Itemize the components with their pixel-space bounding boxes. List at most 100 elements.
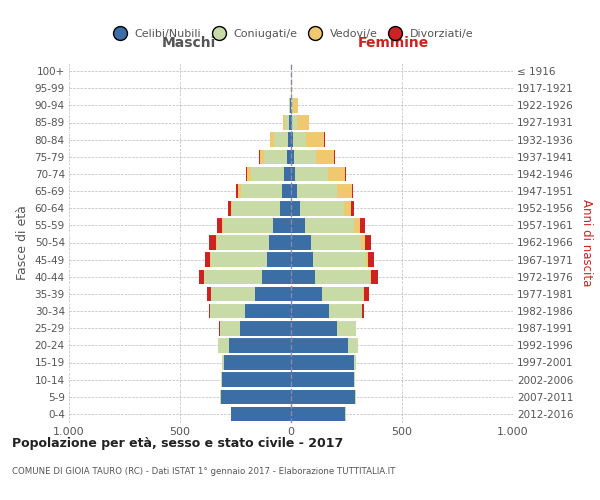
- Bar: [222, 218, 223, 232]
- Bar: [246, 166, 247, 181]
- Bar: [222, 355, 224, 370]
- Bar: [344, 201, 352, 216]
- Bar: [295, 166, 328, 181]
- Bar: [209, 304, 210, 318]
- Bar: [291, 252, 313, 267]
- Bar: [232, 201, 280, 216]
- Bar: [280, 201, 291, 216]
- Bar: [223, 218, 273, 232]
- Bar: [206, 286, 211, 301]
- Bar: [368, 252, 374, 267]
- Legend: Celibi/Nubili, Coniugati/e, Vedovi/e, Divorziati/e: Celibi/Nubili, Coniugati/e, Vedovi/e, Di…: [104, 25, 478, 44]
- Bar: [365, 235, 371, 250]
- Bar: [220, 390, 221, 404]
- Bar: [306, 132, 325, 147]
- Bar: [266, 252, 291, 267]
- Bar: [291, 218, 305, 232]
- Bar: [297, 115, 308, 130]
- Bar: [236, 184, 238, 198]
- Bar: [322, 286, 364, 301]
- Bar: [291, 406, 346, 421]
- Bar: [316, 150, 334, 164]
- Bar: [273, 218, 291, 232]
- Bar: [362, 304, 364, 318]
- Bar: [348, 338, 358, 352]
- Bar: [365, 252, 368, 267]
- Bar: [305, 218, 354, 232]
- Text: Femmine: Femmine: [358, 36, 429, 50]
- Bar: [231, 406, 291, 421]
- Bar: [293, 132, 306, 147]
- Bar: [283, 115, 285, 130]
- Bar: [291, 321, 337, 336]
- Bar: [289, 115, 291, 130]
- Bar: [328, 166, 345, 181]
- Bar: [241, 184, 282, 198]
- Bar: [205, 252, 210, 267]
- Bar: [238, 184, 241, 198]
- Bar: [291, 304, 329, 318]
- Bar: [291, 270, 315, 284]
- Bar: [210, 252, 211, 267]
- Bar: [293, 98, 298, 112]
- Bar: [337, 184, 352, 198]
- Bar: [290, 98, 291, 112]
- Bar: [209, 235, 215, 250]
- Bar: [364, 286, 370, 301]
- Bar: [291, 166, 295, 181]
- Bar: [287, 150, 291, 164]
- Bar: [292, 115, 297, 130]
- Bar: [354, 372, 355, 387]
- Bar: [229, 338, 291, 352]
- Bar: [301, 201, 344, 216]
- Bar: [256, 286, 291, 301]
- Text: Popolazione per età, sesso e stato civile - 2017: Popolazione per età, sesso e stato civil…: [12, 438, 343, 450]
- Bar: [262, 270, 291, 284]
- Bar: [352, 201, 353, 216]
- Bar: [251, 166, 284, 181]
- Bar: [227, 201, 231, 216]
- Bar: [297, 184, 337, 198]
- Bar: [289, 98, 290, 112]
- Bar: [291, 390, 355, 404]
- Bar: [222, 372, 291, 387]
- Bar: [221, 390, 291, 404]
- Bar: [291, 201, 301, 216]
- Bar: [334, 150, 335, 164]
- Bar: [291, 286, 322, 301]
- Bar: [291, 150, 293, 164]
- Bar: [211, 252, 266, 267]
- Bar: [370, 270, 371, 284]
- Bar: [284, 166, 291, 181]
- Bar: [270, 132, 274, 147]
- Bar: [217, 235, 269, 250]
- Text: COMUNE DI GIOIA TAURO (RC) - Dati ISTAT 1° gennaio 2017 - Elaborazione TUTTITALI: COMUNE DI GIOIA TAURO (RC) - Dati ISTAT …: [12, 468, 395, 476]
- Bar: [291, 132, 293, 147]
- Bar: [337, 321, 356, 336]
- Bar: [292, 98, 293, 112]
- Bar: [199, 270, 203, 284]
- Bar: [274, 132, 287, 147]
- Bar: [240, 321, 291, 336]
- Bar: [231, 201, 232, 216]
- Text: Maschi: Maschi: [162, 36, 216, 50]
- Bar: [203, 270, 205, 284]
- Bar: [354, 355, 356, 370]
- Bar: [210, 304, 245, 318]
- Bar: [291, 115, 292, 130]
- Bar: [269, 235, 291, 250]
- Bar: [291, 184, 297, 198]
- Bar: [311, 235, 361, 250]
- Bar: [211, 286, 256, 301]
- Bar: [361, 235, 365, 250]
- Bar: [220, 321, 240, 336]
- Bar: [352, 184, 353, 198]
- Bar: [215, 235, 217, 250]
- Bar: [282, 184, 291, 198]
- Bar: [219, 321, 220, 336]
- Bar: [218, 338, 229, 352]
- Bar: [354, 218, 360, 232]
- Bar: [260, 150, 265, 164]
- Bar: [315, 270, 370, 284]
- Bar: [291, 338, 348, 352]
